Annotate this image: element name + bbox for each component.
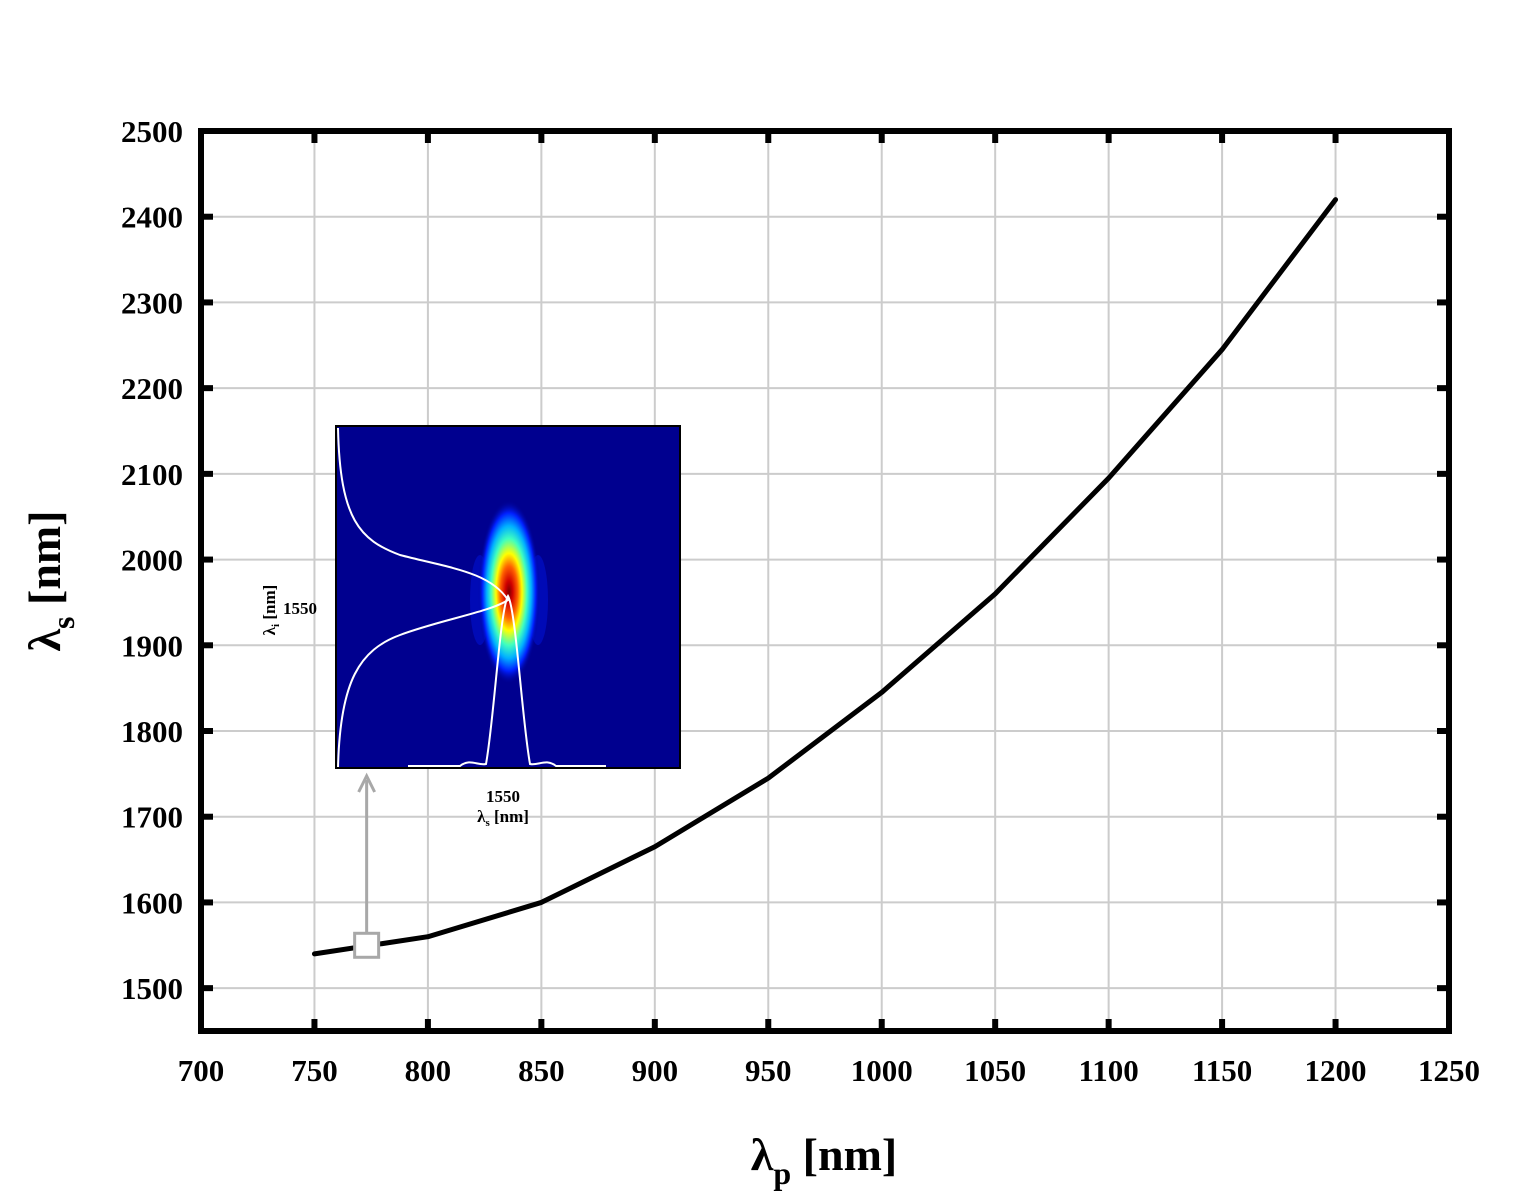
x-tick-label: 1150 (1192, 1053, 1252, 1088)
series-line-0 (311, 197, 1339, 957)
grid (201, 131, 1449, 1031)
y-tick-label: 2000 (121, 543, 183, 578)
x-tick-label: 800 (405, 1053, 452, 1088)
inset-heatmap-peak (478, 500, 540, 684)
x-tick-label: 700 (178, 1053, 225, 1088)
y-tick-label: 2400 (121, 200, 183, 235)
inset-heatmap: 1550 λs [nm] 1550 λi [nm] (260, 425, 681, 829)
inset-y-label: λi [nm] (260, 585, 282, 636)
y-tick-labels: 1500 1600 1700 1800 1900 2000 2100 2200 2300 2400… (121, 114, 183, 1006)
y-tick-label: 2100 (121, 457, 183, 492)
inset-y-tick: 1550 (283, 599, 317, 618)
y-tick-label: 1800 (121, 714, 183, 749)
x-tick-label: 1100 (1078, 1053, 1138, 1088)
y-axis-title: λs [nm] (19, 510, 81, 651)
y-tick-label: 2500 (121, 114, 183, 149)
y-tick-label: 1600 (121, 885, 183, 920)
inset-profile-y (337, 427, 510, 768)
x-tick-label: 1000 (851, 1053, 913, 1088)
y-tick-label: 1900 (121, 628, 183, 663)
series-line-layer (311, 197, 1339, 957)
y-tick-label: 1700 (121, 800, 183, 835)
inset-x-label: λs [nm] (477, 807, 529, 829)
axis-ticks (201, 128, 1449, 1031)
x-axis-title: λp [nm] (751, 1129, 897, 1191)
y-tick-label: 2200 (121, 371, 183, 406)
x-tick-label: 1200 (1305, 1053, 1367, 1088)
inset-x-tick: 1550 (486, 787, 520, 806)
inset-frame (335, 425, 681, 769)
plot-frame (198, 128, 1452, 1034)
x-tick-label: 900 (632, 1053, 679, 1088)
marker-square (353, 931, 381, 959)
x-tick-label: 1050 (964, 1053, 1026, 1088)
marker-arrow-head (357, 772, 376, 793)
x-tick-label: 750 (291, 1053, 338, 1088)
inset-profile-x (408, 593, 606, 767)
x-tick-label: 950 (745, 1053, 792, 1088)
y-tick-label: 2300 (121, 285, 183, 320)
marker-layer (353, 772, 381, 959)
x-tick-labels: 700 750 800 850 900 950 1000 1050 1100 1150 1200 12… (178, 1053, 1480, 1088)
x-tick-label: 1250 (1418, 1053, 1480, 1088)
x-tick-label: 850 (518, 1053, 565, 1088)
y-tick-label: 1500 (121, 971, 183, 1006)
